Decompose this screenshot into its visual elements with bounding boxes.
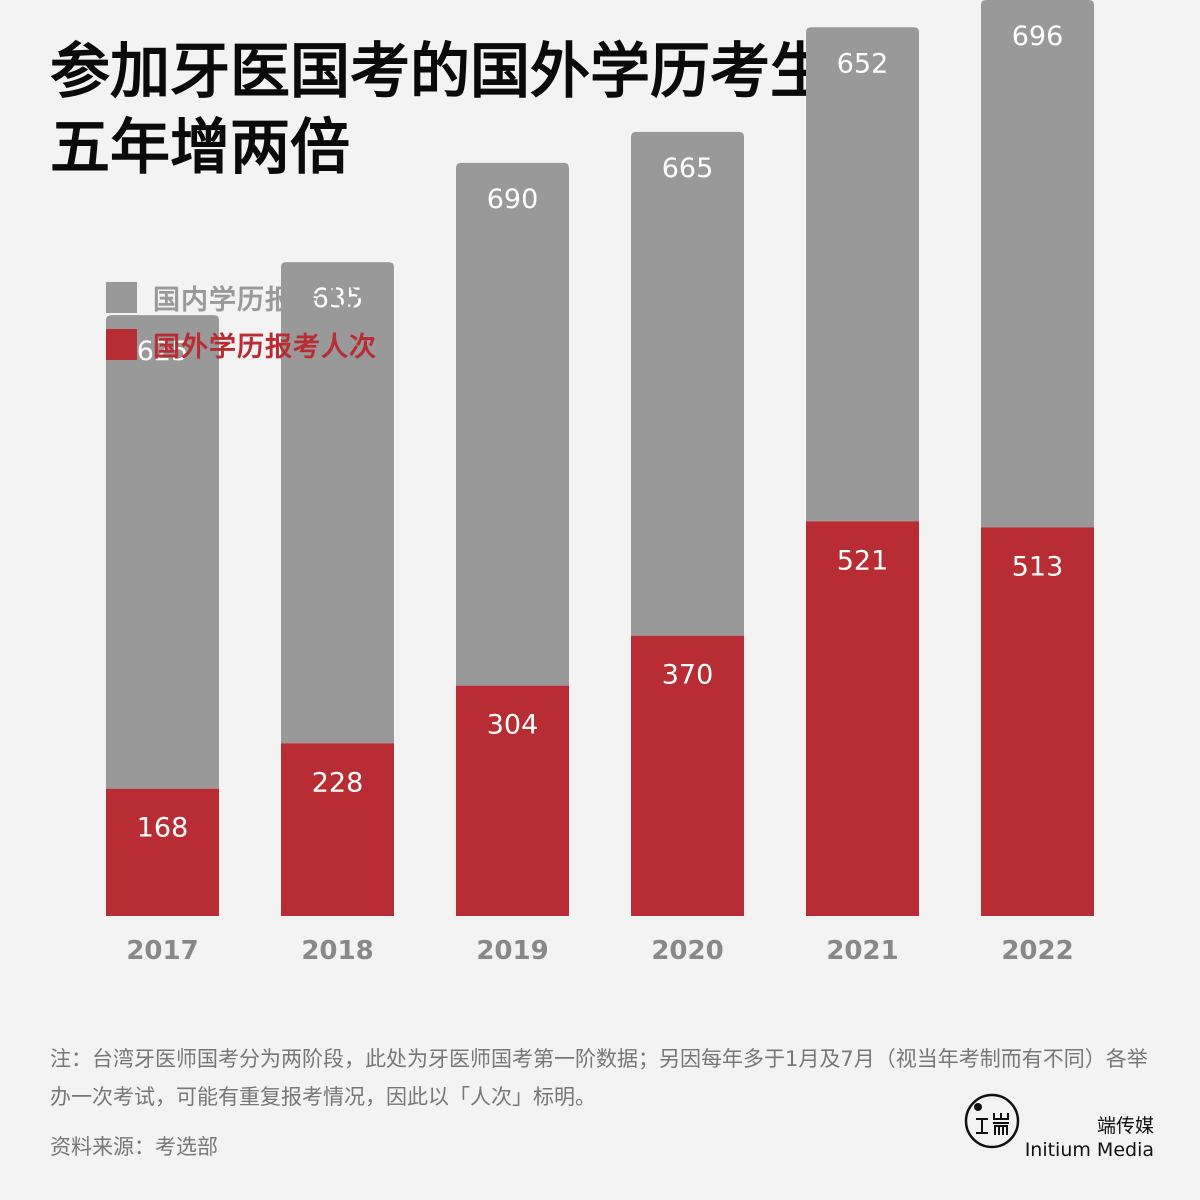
data-label-domestic-2017: 625 [137,336,189,367]
data-label-foreign-2021: 521 [837,545,889,576]
bar-foreign-2019 [456,685,569,916]
data-label-foreign-2019: 304 [487,710,539,741]
stacked-bar-chart: 625 168 2017 635 228 2018 690 304 2019 665 370 2020… [106,0,1094,966]
brand-name-cn: 端传媒 [1096,1115,1154,1137]
data-label-foreign-2017: 168 [137,813,189,844]
x-tick-label-2017: 2017 [126,936,198,966]
x-tick-label-2022: 2022 [1001,936,1073,966]
data-label-domestic-2018: 635 [312,283,364,314]
legend-label-domestic: 国内学历报考人次 [153,285,377,316]
x-tick-label-2020: 2020 [651,936,723,966]
source-note: 资料来源：考选部 [50,1135,218,1159]
x-tick-label-2018: 2018 [301,936,373,966]
bar-foreign-2018 [281,743,394,916]
bar-foreign-2022 [981,527,1094,916]
x-tick-label-2021: 2021 [826,936,898,966]
legend-label-foreign: 国外学历报考人次 [153,332,377,363]
bar-domestic-2018 [281,262,394,744]
brand-name-en: Initium Media [1024,1139,1154,1161]
bar-domestic-2017 [106,315,219,789]
footnote: 注：台湾牙医师国考分为两阶段，此处为牙医师国考第一阶数据；另因每年多于1月及7月… [50,1047,1148,1109]
bar-foreign-2017 [106,788,219,916]
bar-domestic-2019 [456,162,569,686]
brand: 端传媒 Initium Media [964,1093,1154,1173]
legend-item-domestic: 国内学历报考人次 [106,282,377,316]
data-label-domestic-2020: 665 [662,153,714,184]
bar-foreign-2020 [631,635,744,916]
legend-swatch-foreign [106,329,137,360]
bar-domestic-2022 [981,0,1094,528]
legend-swatch-domestic [106,282,137,313]
data-label-domestic-2021: 652 [837,48,889,79]
data-label-foreign-2022: 513 [1012,551,1064,582]
initium-logo-icon [964,1093,1020,1149]
bar-domestic-2020 [631,131,744,636]
legend: 国内学历报考人次 国外学历报考人次 [106,282,377,376]
title-line-2: 五年增两倍 [50,113,350,183]
data-label-foreign-2020: 370 [662,660,714,691]
data-label-domestic-2019: 690 [487,184,539,215]
data-label-foreign-2018: 228 [312,767,364,798]
legend-item-foreign: 国外学历报考人次 [106,329,377,363]
data-label-domestic-2022: 696 [1012,21,1064,52]
chart-title: 参加牙医国考的国外学历考生， 五年增两倍 [50,34,1150,186]
bar-foreign-2021 [806,521,919,916]
bar-domestic-2021 [806,27,919,522]
title-line-1: 参加牙医国考的国外学历考生， [50,37,890,107]
x-tick-label-2019: 2019 [476,936,548,966]
